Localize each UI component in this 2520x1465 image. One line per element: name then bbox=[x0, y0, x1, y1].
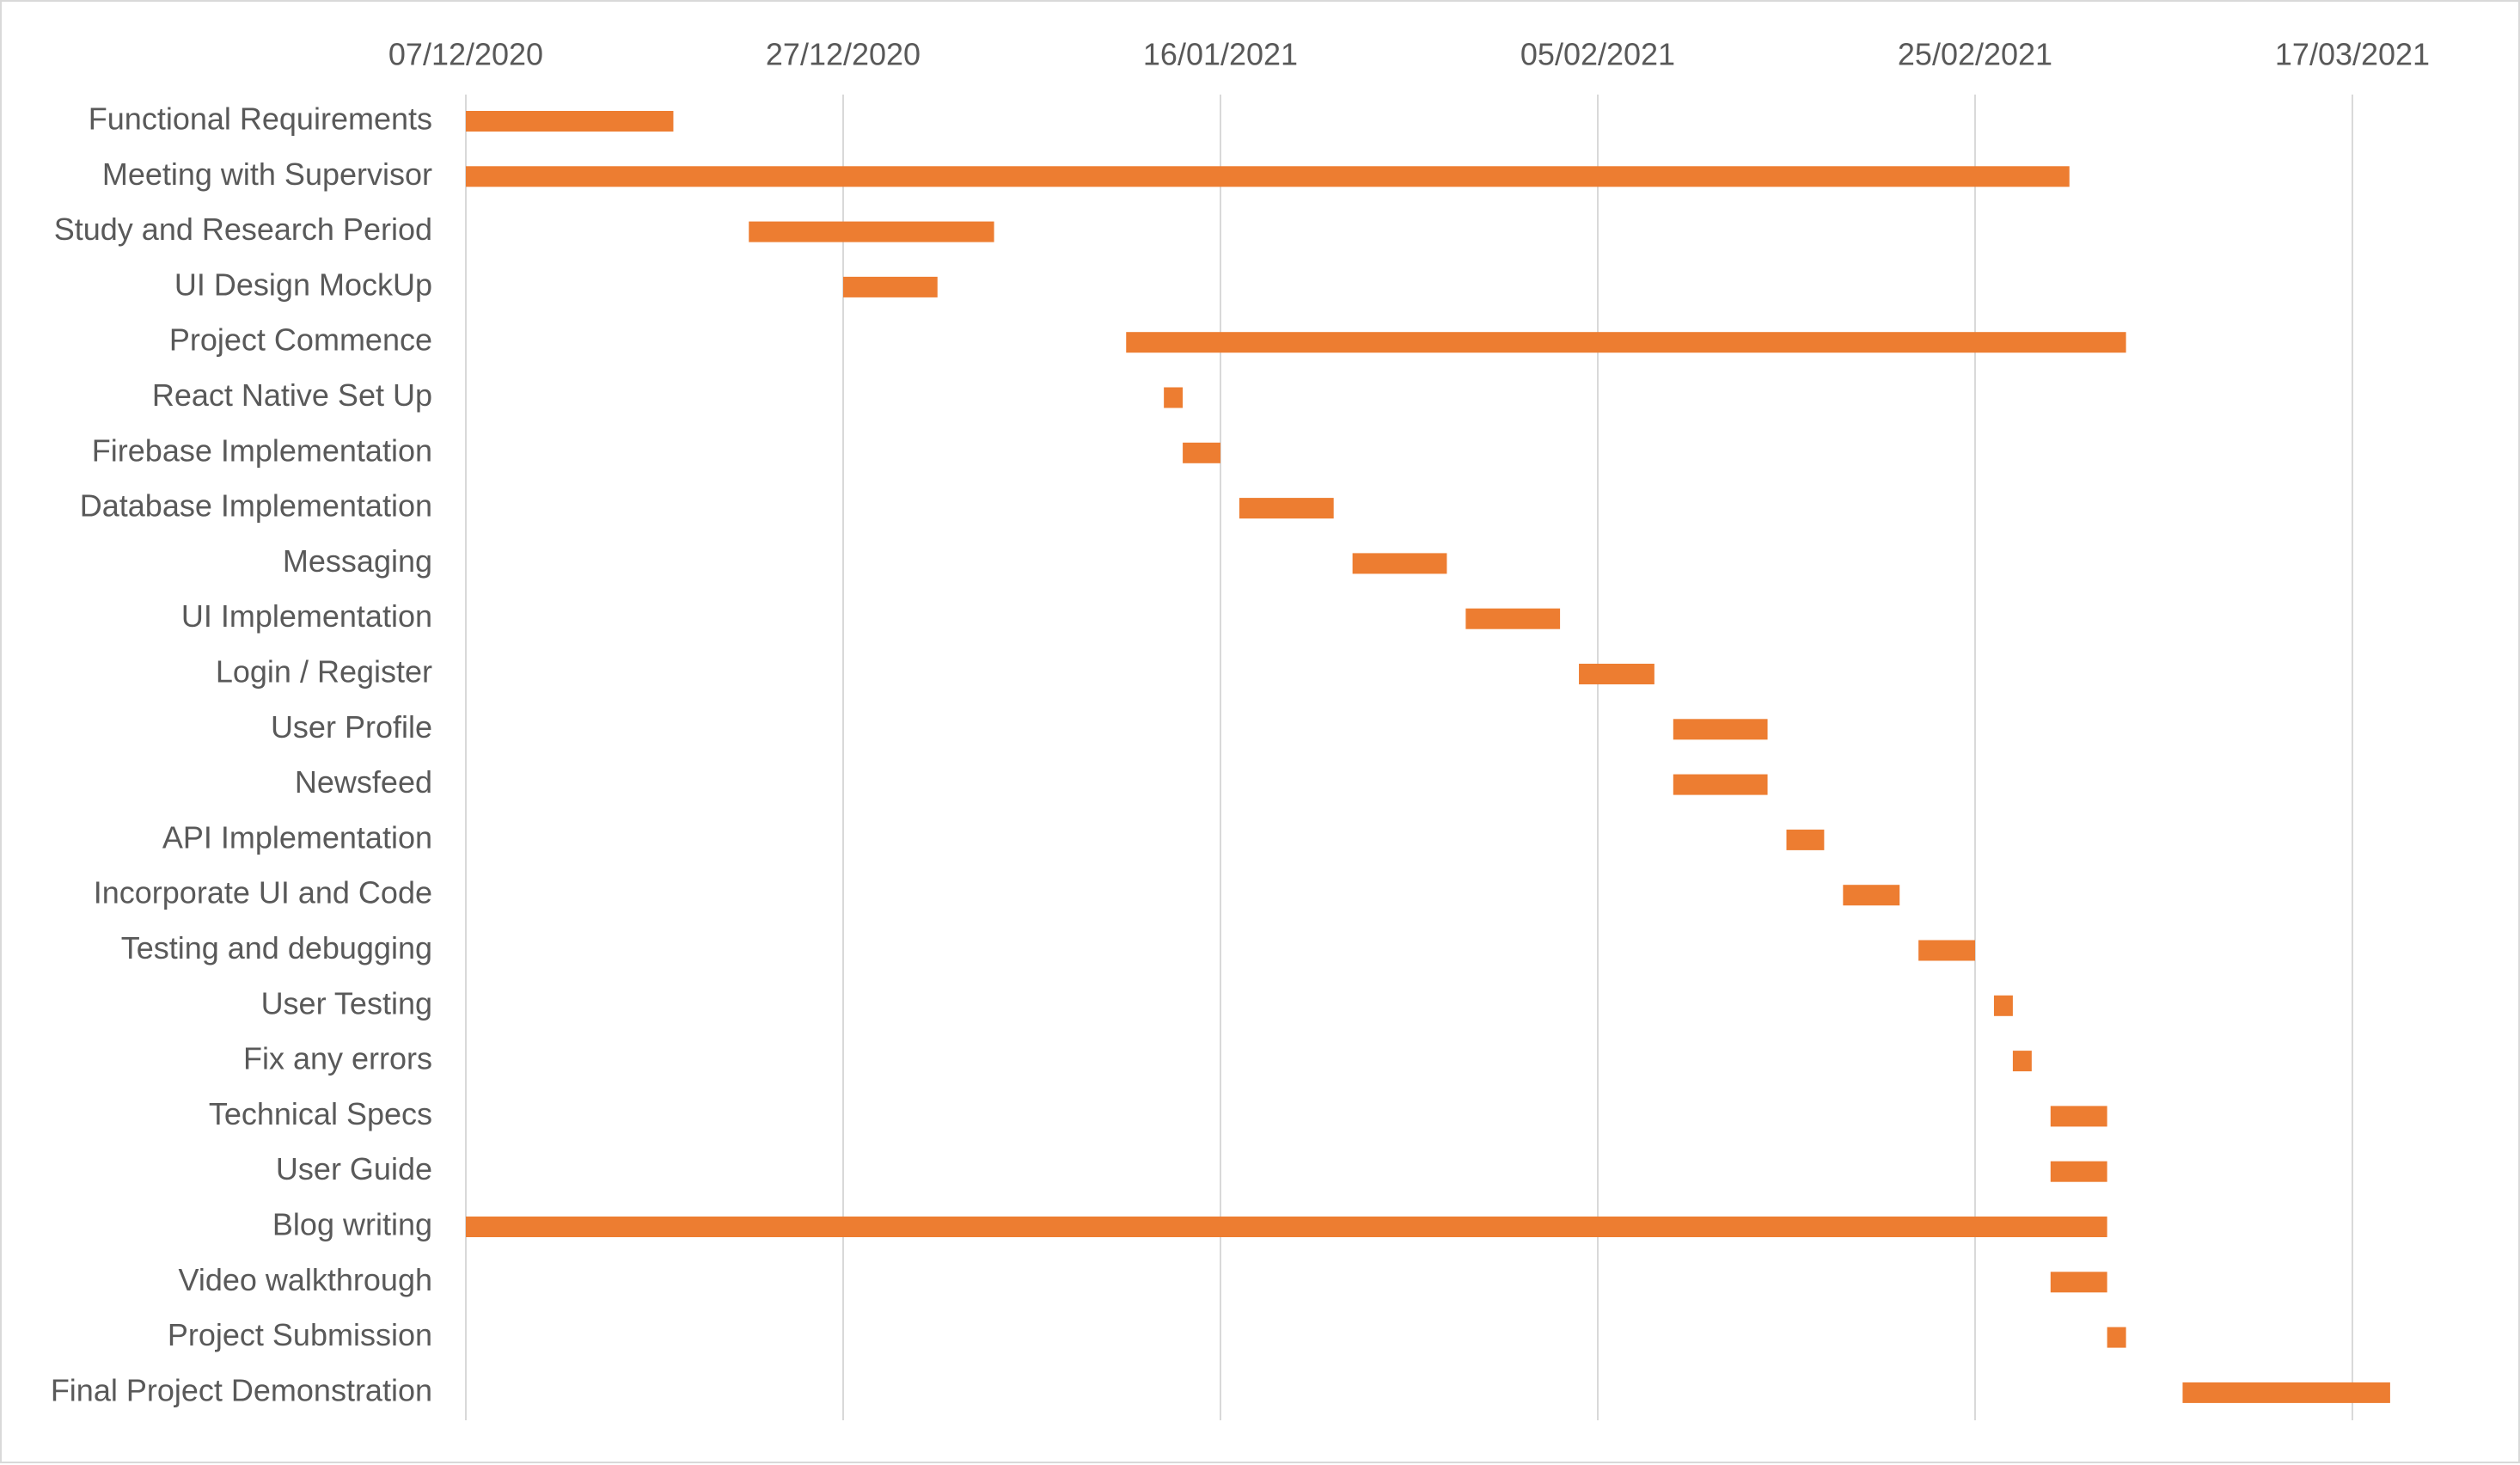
task-bar bbox=[1126, 332, 2126, 353]
x-tick-label: 05/02/2021 bbox=[1520, 37, 1675, 72]
task-label: Messaging bbox=[283, 543, 432, 579]
task-label: Login / Register bbox=[216, 654, 432, 690]
task-label: Incorporate UI and Code bbox=[94, 875, 432, 910]
task-label: Technical Specs bbox=[209, 1096, 432, 1131]
task-bar bbox=[1786, 829, 1825, 850]
task-bar bbox=[466, 111, 674, 132]
task-bar bbox=[1183, 442, 1220, 463]
task-label: Meeting with Supervisor bbox=[102, 156, 432, 192]
task-bar bbox=[1673, 719, 1768, 740]
task-label: User Profile bbox=[271, 709, 432, 745]
task-label: Newsfeed bbox=[295, 764, 432, 800]
task-bar bbox=[749, 221, 994, 242]
task-bar bbox=[1579, 664, 1655, 684]
task-label: Firebase Implementation bbox=[92, 432, 432, 468]
x-tick-label: 17/03/2021 bbox=[2275, 37, 2430, 72]
task-label: Database Implementation bbox=[80, 488, 432, 524]
task-bar bbox=[1993, 995, 2013, 1016]
task-label: Fix any errors bbox=[243, 1041, 432, 1076]
task-label: User Testing bbox=[261, 985, 432, 1021]
task-label: UI Implementation bbox=[181, 598, 432, 634]
x-axis-tick-labels: 07/12/2020 27/12/2020 16/01/2021 05/02/2021… bbox=[388, 37, 2430, 72]
task-label: Study and Research Period bbox=[54, 211, 432, 247]
task-label: Testing and debugging bbox=[121, 930, 432, 965]
task-labels: Functional Requirements Meeting with Supe… bbox=[51, 101, 432, 1408]
task-bar bbox=[1465, 608, 1561, 629]
task-bar bbox=[1239, 498, 1334, 519]
x-tick-label: 07/12/2020 bbox=[388, 37, 543, 72]
task-label: Blog writing bbox=[272, 1207, 432, 1242]
task-bar bbox=[1352, 553, 1447, 574]
x-tick-label: 25/02/2021 bbox=[1898, 37, 2052, 72]
task-bar bbox=[2107, 1327, 2126, 1348]
gridlines bbox=[465, 95, 2353, 1420]
task-label: User Guide bbox=[276, 1151, 432, 1186]
task-bar bbox=[2012, 1051, 2032, 1072]
task-bar bbox=[466, 166, 2070, 187]
task-bar bbox=[1843, 885, 1900, 906]
x-tick-label: 16/01/2021 bbox=[1143, 37, 1298, 72]
task-bar bbox=[2050, 1272, 2107, 1293]
task-label: Project Submission bbox=[168, 1317, 432, 1352]
task-label: React Native Set Up bbox=[152, 377, 432, 413]
task-bar bbox=[2050, 1161, 2107, 1182]
task-bars bbox=[466, 111, 2390, 1403]
task-label: UI Design MockUp bbox=[174, 267, 432, 302]
task-label: Video walkthrough bbox=[178, 1262, 432, 1297]
task-bar bbox=[2182, 1382, 2390, 1403]
task-label: Project Commence bbox=[169, 322, 432, 358]
task-bar bbox=[1164, 387, 1184, 408]
task-bar bbox=[843, 276, 938, 297]
task-bar bbox=[1918, 940, 1975, 961]
x-tick-label: 27/12/2020 bbox=[766, 37, 921, 72]
task-bar bbox=[466, 1217, 2107, 1237]
task-bar bbox=[2050, 1106, 2107, 1127]
task-label: Final Project Demonstration bbox=[51, 1372, 432, 1407]
task-label: API Implementation bbox=[162, 819, 432, 855]
task-label: Functional Requirements bbox=[89, 101, 432, 137]
task-bar bbox=[1673, 774, 1768, 795]
